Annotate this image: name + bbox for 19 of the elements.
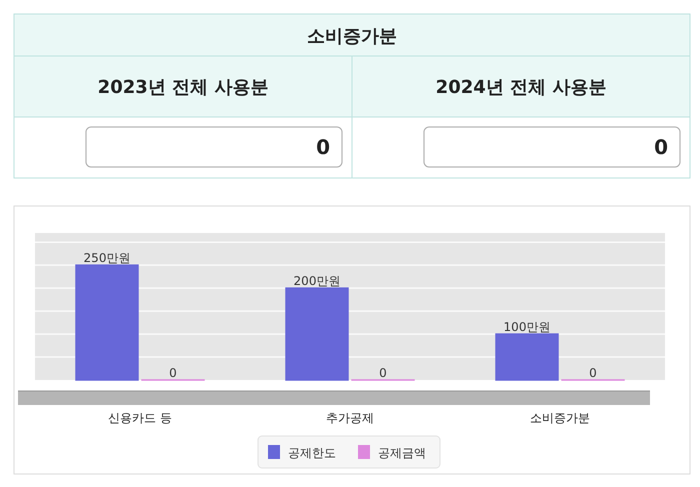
- text: 소비증가분: [307, 26, 397, 47]
- x-tick-label: 소비증가분: [530, 411, 590, 425]
- data-label: 200만원: [294, 274, 340, 288]
- legend-label: 공제한도: [288, 446, 336, 460]
- data-label: 250만원: [84, 251, 130, 266]
- bar: [75, 264, 139, 381]
- bar: [495, 333, 559, 381]
- data-label: 0: [169, 366, 177, 380]
- text: 2023년 전체 사용분: [98, 77, 268, 98]
- bar: [285, 287, 349, 381]
- text: 2024년 전체 사용분: [436, 77, 606, 98]
- text: 0: [316, 135, 330, 159]
- data-label: 0: [379, 366, 387, 380]
- data-label: 0: [589, 366, 597, 380]
- data-label: 100만원: [504, 320, 550, 334]
- x-tick-label: 신용카드 등: [108, 411, 172, 425]
- text: 0: [654, 135, 668, 159]
- x-tick-label: 추가공제: [326, 411, 374, 425]
- legend-label: 공제금액: [378, 446, 426, 460]
